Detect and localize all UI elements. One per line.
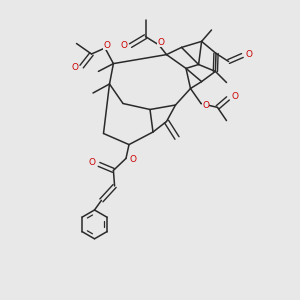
Text: O: O — [202, 100, 209, 109]
Text: O: O — [129, 154, 136, 164]
Text: O: O — [89, 158, 96, 167]
Text: O: O — [231, 92, 238, 101]
Text: O: O — [157, 38, 164, 47]
Text: O: O — [120, 40, 128, 50]
Text: O: O — [71, 63, 79, 72]
Text: O: O — [103, 40, 110, 50]
Text: O: O — [245, 50, 253, 59]
